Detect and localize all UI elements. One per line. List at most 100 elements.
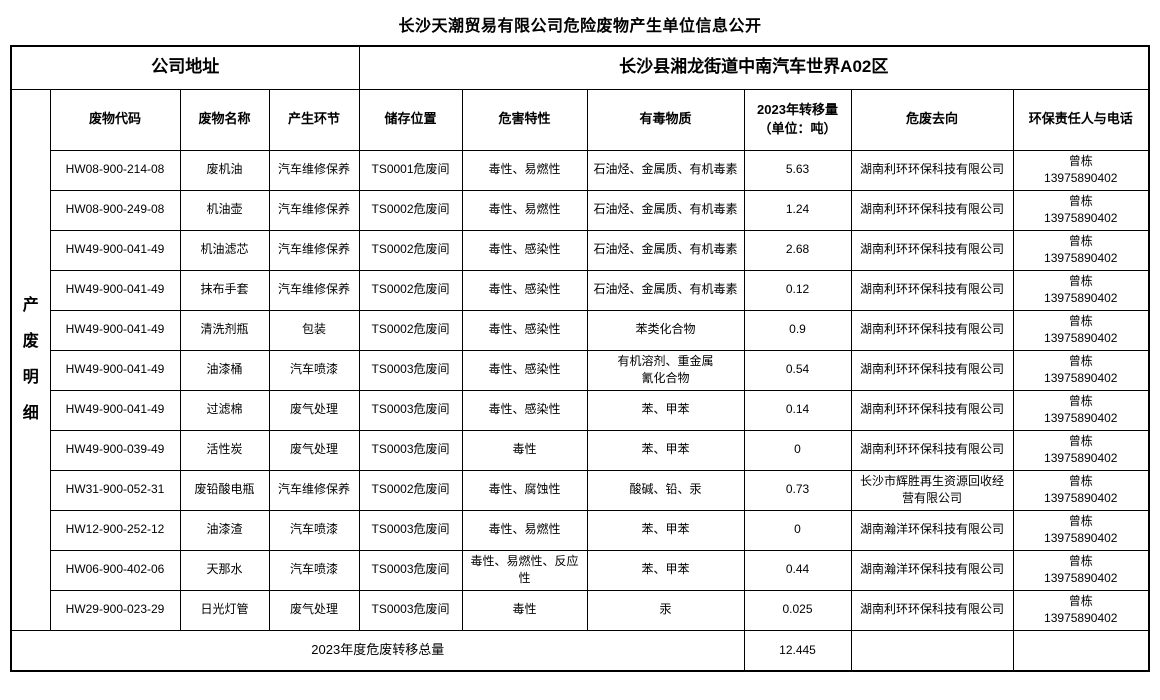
waste-code-cell: HW49-900-041-49 — [49, 269, 181, 311]
waste-name-cell: 清洗剂瓶 — [179, 309, 270, 351]
transfer-amount-cell: 1.24 — [743, 189, 852, 231]
toxic-substance-cell: 汞 — [586, 589, 745, 631]
transfer-amount-cell: 2.68 — [743, 229, 852, 271]
toxic-substance-cell: 苯、甲苯 — [586, 389, 745, 431]
hazard-property-cell: 毒性、感染性 — [461, 389, 588, 431]
destination-cell: 长沙市辉胜再生资源回收经营有限公司 — [850, 469, 1014, 511]
waste-code-cell: HW12-900-252-12 — [49, 509, 181, 551]
column-header-waste-name: 废物名称 — [179, 88, 270, 151]
waste-code-cell: HW08-900-214-08 — [49, 149, 181, 191]
storage-location-cell: TS0001危废间 — [358, 149, 463, 191]
contact-cell: 曾栋 13975890402 — [1012, 549, 1150, 591]
waste-code-cell: HW29-900-023-29 — [49, 589, 181, 631]
total-destination-empty-cell — [850, 629, 1014, 672]
transfer-amount-cell: 0.9 — [743, 309, 852, 351]
toxic-substance-cell: 苯、甲苯 — [586, 509, 745, 551]
hazard-property-cell: 毒性、腐蚀性 — [461, 469, 588, 511]
waste-code-cell: HW06-900-402-06 — [49, 549, 181, 591]
transfer-amount-cell: 0.54 — [743, 349, 852, 391]
destination-cell: 湖南瀚洋环保科技有限公司 — [850, 509, 1014, 551]
transfer-amount-cell: 0.73 — [743, 469, 852, 511]
column-header-toxic-substance: 有毒物质 — [586, 88, 745, 151]
total-label: 2023年度危废转移总量 — [10, 629, 745, 672]
contact-cell: 曾栋 13975890402 — [1012, 389, 1150, 431]
destination-cell: 湖南利环环保科技有限公司 — [850, 429, 1014, 471]
hazard-property-cell: 毒性 — [461, 589, 588, 631]
contact-cell: 曾栋 13975890402 — [1012, 189, 1150, 231]
hazard-property-cell: 毒性、感染性 — [461, 309, 588, 351]
storage-location-cell: TS0003危废间 — [358, 389, 463, 431]
waste-code-cell: HW49-900-039-49 — [49, 429, 181, 471]
toxic-substance-cell: 有机溶剂、重金属 氰化合物 — [586, 349, 745, 391]
toxic-substance-cell: 苯、甲苯 — [586, 429, 745, 471]
storage-location-cell: TS0002危废间 — [358, 269, 463, 311]
contact-cell: 曾栋 13975890402 — [1012, 429, 1150, 471]
storage-location-cell: TS0003危废间 — [358, 429, 463, 471]
storage-location-cell: TS0003危废间 — [358, 589, 463, 631]
destination-cell: 湖南利环环保科技有限公司 — [850, 269, 1014, 311]
transfer-amount-cell: 0.14 — [743, 389, 852, 431]
destination-cell: 湖南利环环保科技有限公司 — [850, 389, 1014, 431]
toxic-substance-cell: 石油烃、金属质、有机毒素 — [586, 229, 745, 271]
destination-cell: 湖南利环环保科技有限公司 — [850, 349, 1014, 391]
storage-location-cell: TS0002危废间 — [358, 469, 463, 511]
waste-name-cell: 机油壶 — [179, 189, 270, 231]
table-row: HW49-900-041-49 过滤棉 废气处理 TS0003危废间 毒性、感染… — [11, 389, 1150, 431]
table-row: HW49-900-041-49 抹布手套 汽车维修保养 TS0002危废间 毒性… — [11, 269, 1150, 311]
table-row: HW12-900-252-12 油漆渣 汽车喷漆 TS0003危废间 毒性、易燃… — [11, 509, 1150, 551]
waste-name-cell: 活性炭 — [179, 429, 270, 471]
production-stage-cell: 汽车维修保养 — [268, 469, 360, 511]
hazard-property-cell: 毒性、易燃性、反应性 — [461, 549, 588, 591]
waste-name-cell: 机油滤芯 — [179, 229, 270, 271]
table-row: HW08-900-214-08 废机油 汽车维修保养 TS0001危废间 毒性、… — [11, 149, 1150, 191]
table-row: HW49-900-039-49 活性炭 废气处理 TS0003危废间 毒性 苯、… — [11, 429, 1150, 471]
waste-code-cell: HW49-900-041-49 — [49, 309, 181, 351]
production-stage-cell: 废气处理 — [268, 589, 360, 631]
destination-cell: 湖南利环环保科技有限公司 — [850, 309, 1014, 351]
toxic-substance-cell: 苯类化合物 — [586, 309, 745, 351]
destination-cell: 湖南利环环保科技有限公司 — [850, 589, 1014, 631]
transfer-amount-cell: 0.025 — [743, 589, 852, 631]
toxic-substance-cell: 石油烃、金属质、有机毒素 — [586, 149, 745, 191]
waste-name-cell: 抹布手套 — [179, 269, 270, 311]
destination-cell: 湖南利环环保科技有限公司 — [850, 229, 1014, 271]
transfer-amount-cell: 0.12 — [743, 269, 852, 311]
waste-details-vertical-label: 产废明细 — [22, 296, 39, 422]
column-header-row: 产废明细 废物代码 废物名称 产生环节 储存位置 危害特性 有毒物质 2023年… — [10, 88, 1150, 631]
waste-name-cell: 过滤棉 — [179, 389, 270, 431]
hazard-property-cell: 毒性、易燃性 — [461, 149, 588, 191]
production-stage-cell: 包装 — [268, 309, 360, 351]
destination-cell: 湖南瀚洋环保科技有限公司 — [850, 549, 1014, 591]
contact-cell: 曾栋 13975890402 — [1012, 349, 1150, 391]
table-row: HW29-900-023-29 日光灯管 废气处理 TS0003危废间 毒性 汞… — [11, 589, 1150, 631]
column-header-production-stage: 产生环节 — [268, 88, 360, 151]
toxic-substance-cell: 苯、甲苯 — [586, 549, 745, 591]
production-stage-cell: 汽车维修保养 — [268, 149, 360, 191]
storage-location-cell: TS0003危废间 — [358, 549, 463, 591]
page-title: 长沙天潮贸易有限公司危险废物产生单位信息公开 — [398, 18, 762, 35]
contact-cell: 曾栋 13975890402 — [1012, 509, 1150, 551]
transfer-amount-cell: 5.63 — [743, 149, 852, 191]
hazard-property-cell: 毒性、感染性 — [461, 269, 588, 311]
toxic-substance-cell: 酸碱、铅、汞 — [586, 469, 745, 511]
hazardous-waste-table: 公司地址 长沙县湘龙街道中南汽车世界A02区 产废明细 废物代码 废物名称 产生… — [10, 45, 1151, 672]
table-row: HW06-900-402-06 天那水 汽车喷漆 TS0003危废间 毒性、易燃… — [11, 549, 1150, 591]
transfer-amount-cell: 0 — [743, 509, 852, 551]
production-stage-cell: 汽车维修保养 — [268, 269, 360, 311]
hazard-property-cell: 毒性、感染性 — [461, 349, 588, 391]
destination-cell: 湖南利环环保科技有限公司 — [850, 149, 1014, 191]
production-stage-cell: 汽车维修保养 — [268, 189, 360, 231]
column-header-destination: 危废去向 — [850, 88, 1014, 151]
storage-location-cell: TS0002危废间 — [358, 309, 463, 351]
production-stage-cell: 汽车维修保养 — [268, 229, 360, 271]
production-stage-cell: 废气处理 — [268, 389, 360, 431]
waste-code-cell: HW49-900-041-49 — [49, 349, 181, 391]
contact-cell: 曾栋 13975890402 — [1012, 469, 1150, 511]
column-header-contact: 环保责任人与电话 — [1012, 88, 1150, 151]
waste-code-cell: HW08-900-249-08 — [49, 189, 181, 231]
waste-name-cell: 油漆桶 — [179, 349, 270, 391]
contact-cell: 曾栋 13975890402 — [1012, 229, 1150, 271]
table-row: HW08-900-249-08 机油壶 汽车维修保养 TS0002危废间 毒性、… — [11, 189, 1150, 231]
storage-location-cell: TS0002危废间 — [358, 189, 463, 231]
